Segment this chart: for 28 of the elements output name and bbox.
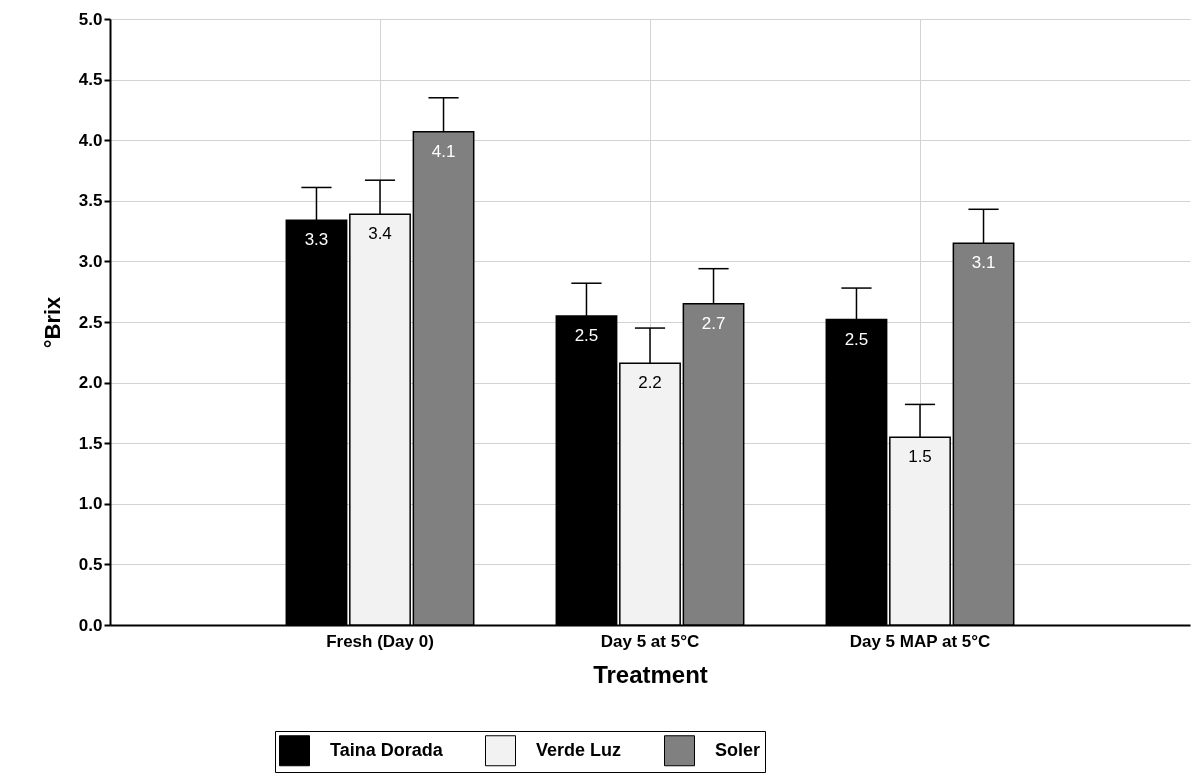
data-label: 2.7 xyxy=(701,313,726,333)
y-tick-label: 2.5 xyxy=(78,312,103,332)
y-tick-label: 1.0 xyxy=(78,494,103,514)
y-tick-label: 3.5 xyxy=(78,191,103,211)
legend-label: Verde Luz xyxy=(536,739,622,760)
data-label: 2.2 xyxy=(638,373,662,393)
data-label: 2.5 xyxy=(574,325,599,345)
x-tick-label: Fresh (Day 0) xyxy=(326,631,434,651)
y-tick-label: 5.0 xyxy=(78,9,103,29)
y-tick-label: 0.5 xyxy=(78,554,103,574)
legend-label: Soler xyxy=(715,739,761,760)
y-tick-label: 1.5 xyxy=(78,433,103,453)
y-tick-label: 2.0 xyxy=(78,373,103,393)
x-tick-label: Day 5 MAP at 5°C xyxy=(849,631,991,651)
y-tick-label: 3.0 xyxy=(78,251,103,271)
x-tick-label: Day 5 at 5°C xyxy=(600,631,700,651)
x-axis-title: Treatment xyxy=(593,660,708,688)
legend-label: Taina Dorada xyxy=(330,739,444,760)
y-axis-title: °Brix xyxy=(39,295,65,349)
data-label: 1.5 xyxy=(908,447,932,467)
y-tick-label: 4.0 xyxy=(78,130,103,150)
y-tick-label: 0.0 xyxy=(78,615,103,635)
data-label: 4.1 xyxy=(431,141,456,161)
data-label: 3.3 xyxy=(304,230,329,250)
data-label: 3.1 xyxy=(971,253,996,273)
data-label: 3.4 xyxy=(368,224,392,244)
y-tick-label: 4.5 xyxy=(78,70,103,90)
data-label: 2.5 xyxy=(844,329,869,349)
